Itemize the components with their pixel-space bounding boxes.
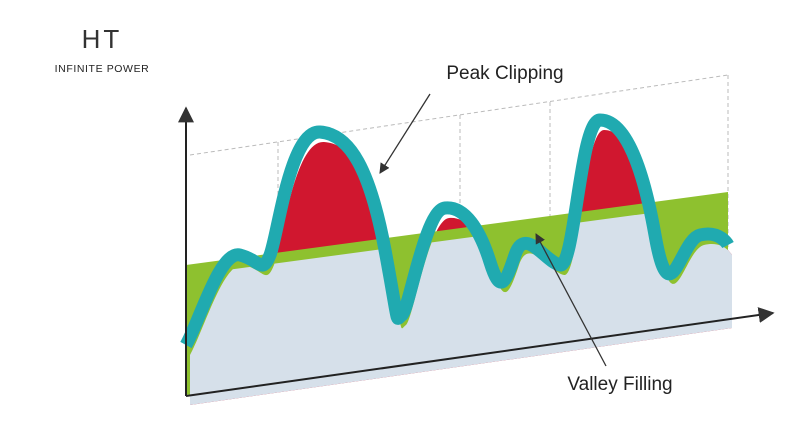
valley-label: Valley Filling (567, 374, 672, 395)
load-curve (180, 113, 734, 349)
valley-arrow (535, 233, 607, 367)
base-load (190, 202, 732, 405)
peak-arrow (379, 93, 431, 174)
logo-tagline: INFINITE POWER (55, 63, 150, 75)
x-axis (185, 307, 775, 397)
peak-label: Peak Clipping (446, 63, 563, 84)
logo-mark: HT (82, 24, 123, 54)
